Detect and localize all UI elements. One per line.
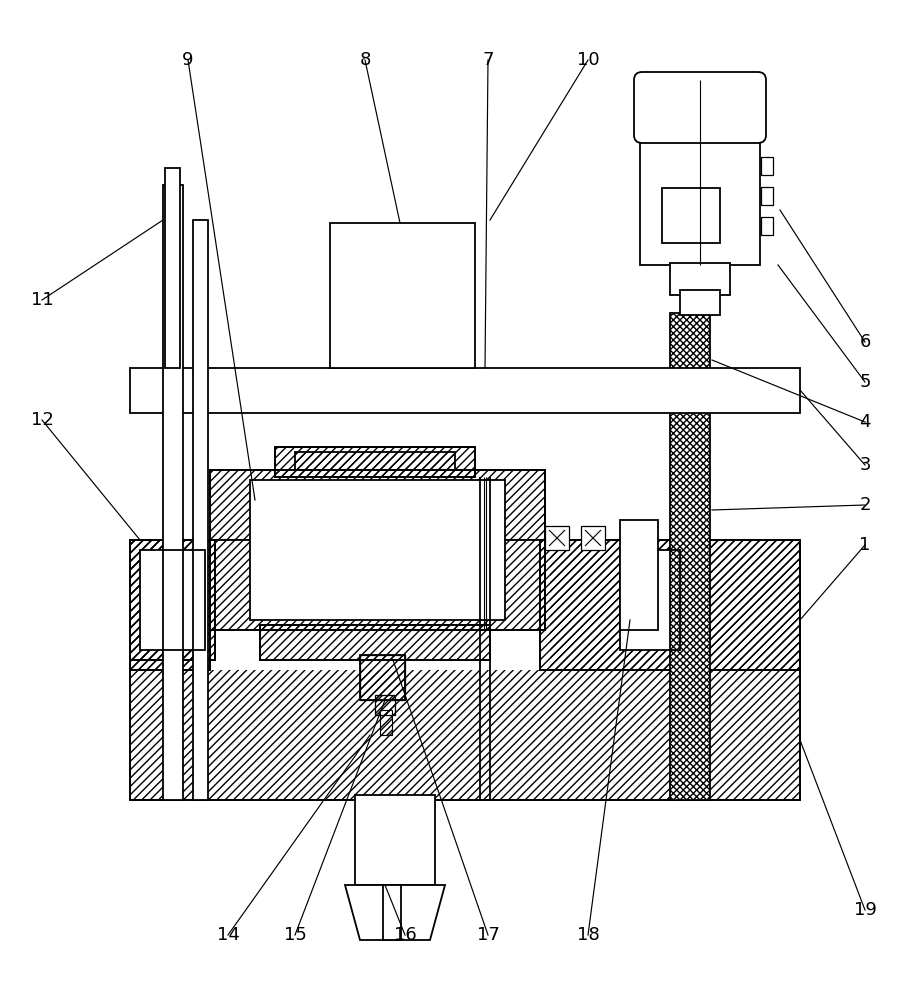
Bar	[330, 223, 475, 368]
Bar	[680, 290, 720, 315]
Bar	[130, 540, 210, 670]
Bar	[130, 540, 215, 660]
Bar	[250, 480, 505, 620]
Text: 12: 12	[30, 411, 53, 429]
Bar	[540, 540, 800, 670]
Text: 15: 15	[284, 926, 307, 944]
Text: 14: 14	[217, 926, 240, 944]
Text: 18: 18	[577, 926, 599, 944]
Bar	[130, 540, 800, 800]
Text: 1: 1	[859, 536, 870, 554]
Bar	[380, 710, 392, 735]
Text: 4: 4	[859, 413, 871, 431]
Text: 6: 6	[859, 333, 870, 351]
Bar	[260, 625, 490, 660]
Text: 7: 7	[482, 51, 494, 69]
Text: 19: 19	[854, 901, 877, 919]
Bar	[210, 540, 550, 670]
Text: 8: 8	[359, 51, 371, 69]
Bar	[163, 185, 183, 800]
Bar	[640, 125, 760, 265]
Bar	[295, 452, 455, 470]
Bar	[670, 263, 730, 295]
Bar	[670, 313, 710, 800]
Bar	[545, 526, 569, 550]
Bar	[662, 188, 720, 243]
Bar	[375, 695, 395, 715]
Text: 11: 11	[30, 291, 53, 309]
Bar	[130, 368, 800, 413]
Bar	[130, 540, 215, 660]
Polygon shape	[345, 885, 445, 940]
Text: 2: 2	[859, 496, 871, 514]
Bar	[275, 447, 475, 477]
Bar	[130, 540, 210, 670]
Text: 16: 16	[394, 926, 417, 944]
Bar	[250, 480, 505, 620]
Bar	[140, 550, 205, 650]
Bar	[275, 447, 475, 477]
Bar	[355, 795, 435, 885]
FancyBboxPatch shape	[634, 72, 766, 143]
Bar	[165, 168, 180, 368]
Text: 3: 3	[859, 456, 871, 474]
Text: 5: 5	[859, 373, 871, 391]
Bar	[620, 550, 680, 650]
Bar	[581, 526, 605, 550]
Bar	[761, 157, 773, 175]
Bar	[360, 655, 405, 700]
Bar	[540, 540, 800, 670]
Bar	[620, 550, 680, 650]
Bar	[260, 625, 490, 660]
Bar	[620, 520, 658, 630]
Bar	[761, 217, 773, 235]
Text: 10: 10	[577, 51, 599, 69]
Bar	[140, 550, 205, 650]
Text: 17: 17	[476, 926, 499, 944]
Bar	[383, 885, 401, 940]
Bar	[360, 655, 405, 700]
Text: 9: 9	[183, 51, 194, 69]
Bar	[193, 220, 208, 800]
Bar	[761, 187, 773, 205]
Bar	[210, 470, 545, 630]
Bar	[130, 540, 800, 800]
Bar	[210, 470, 545, 630]
